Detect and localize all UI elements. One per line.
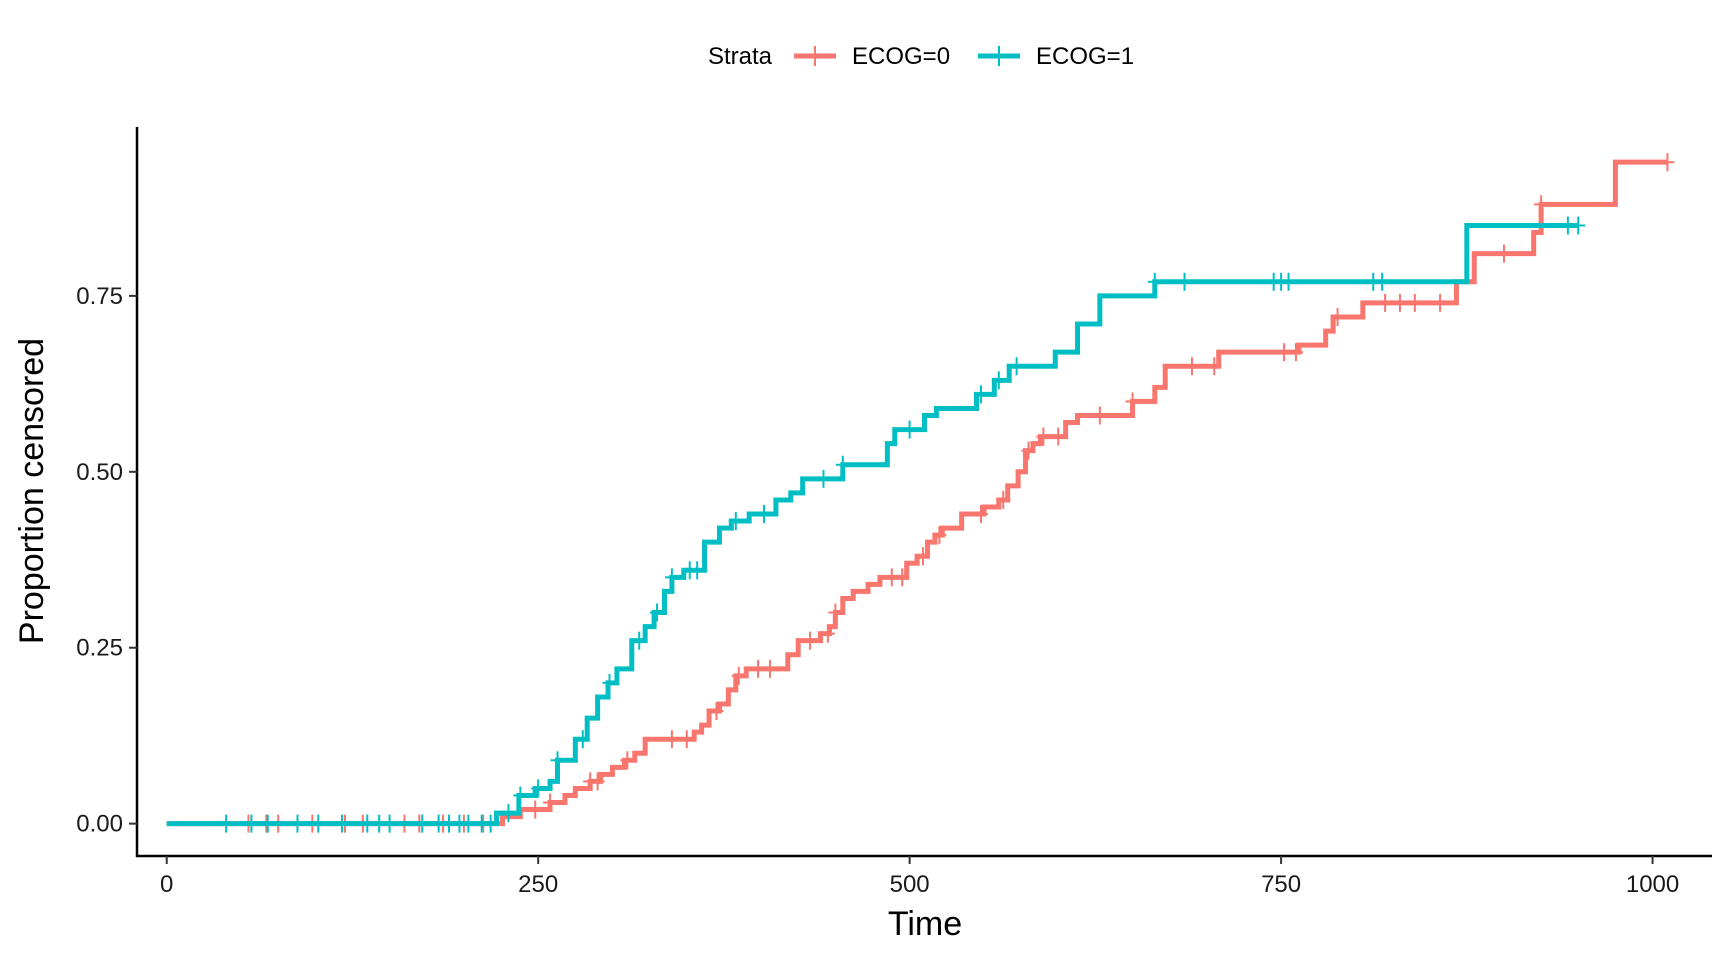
censor-mark-ecog0	[543, 793, 558, 812]
censor-mark-ecog0	[1496, 244, 1511, 263]
censor-mark-ecog1	[1571, 216, 1586, 235]
censor-mark-ecog1	[382, 814, 397, 833]
legend-label-ecog1: ECOG=1	[1036, 43, 1134, 70]
censor-mark-ecog1	[531, 779, 546, 798]
censor-mark-ecog0	[1378, 293, 1393, 312]
x-tick-label: 0	[160, 871, 173, 898]
series-line-ecog1	[166, 223, 1579, 827]
censor-mark-ecog1	[461, 814, 476, 833]
series-line-ecog0	[166, 159, 1668, 827]
x-tick-label: 1000	[1626, 871, 1679, 898]
censor-mark-ecog1	[1009, 357, 1024, 376]
censor-mark-ecog1	[664, 568, 679, 587]
legend-title: Strata	[708, 43, 773, 70]
censor-mark-ecog0	[1534, 195, 1549, 214]
plot-area	[166, 153, 1675, 833]
x-axis-title: Time	[888, 905, 962, 943]
censor-mark-ecog1	[1177, 272, 1192, 291]
censor-mark-ecog0	[828, 603, 843, 622]
x-tick-label: 500	[890, 871, 930, 898]
censor-mark-ecog1	[550, 751, 565, 770]
y-axis-title: Proportion censored	[13, 338, 51, 644]
censor-mark-ecog0	[590, 772, 605, 791]
censor-mark-ecog1	[650, 603, 665, 622]
censor-mark-ecog1	[835, 455, 850, 474]
legend: Strata ECOG=0 ECOG=1	[708, 43, 1134, 70]
censor-mark-ecog0	[1051, 427, 1066, 446]
censor-mark-ecog0	[1407, 293, 1422, 312]
censor-mark-ecog0	[1660, 153, 1675, 172]
censor-mark-ecog1	[757, 505, 772, 524]
censor-mark-ecog0	[820, 624, 835, 643]
censor-mark-ecog0	[973, 505, 988, 524]
censor-mark-ecog1	[311, 814, 326, 833]
censor-mark-ecog0	[895, 568, 910, 587]
censor-mark-ecog1	[973, 385, 988, 404]
censor-mark-ecog1	[632, 631, 647, 650]
censor-mark-ecog0	[803, 631, 818, 650]
censor-mark-ecog1	[602, 673, 617, 692]
censor-mark-ecog1	[260, 814, 275, 833]
y-tick-label: 0.75	[76, 283, 123, 310]
censor-mark-ecog0	[620, 751, 635, 770]
censor-mark-ecog0	[1433, 293, 1448, 312]
censor-mark-ecog0	[1125, 392, 1140, 411]
censor-mark-ecog0	[1092, 406, 1107, 425]
censor-mark-ecog0	[1207, 357, 1222, 376]
censor-mark-ecog1	[290, 814, 305, 833]
censor-mark-ecog1	[991, 371, 1006, 390]
y-tick-label: 0.25	[76, 635, 123, 662]
censor-mark-ecog1	[415, 814, 430, 833]
y-tick-label: 0.00	[76, 811, 123, 838]
censor-mark-ecog1	[690, 561, 705, 580]
censor-mark-ecog0	[996, 490, 1011, 509]
y-tick-label: 0.50	[76, 459, 123, 486]
censor-mark-ecog0	[1184, 357, 1199, 376]
censor-mark-ecog0	[1277, 343, 1292, 362]
censor-mark-ecog1	[360, 814, 375, 833]
censor-mark-ecog0	[1330, 307, 1345, 326]
censor-mark-ecog0	[932, 526, 947, 545]
censor-mark-ecog1	[1375, 272, 1390, 291]
censor-mark-ecog0	[679, 730, 694, 749]
legend-label-ecog0: ECOG=0	[852, 43, 950, 70]
censor-mark-ecog1	[728, 512, 743, 531]
censor-mark-ecog0	[664, 730, 679, 749]
y-axis-ticks: 0.00 0.25 0.50 0.75	[76, 283, 137, 838]
censor-mark-ecog1	[483, 814, 498, 833]
censor-mark-ecog1	[902, 420, 917, 439]
censor-mark-ecog1	[1147, 272, 1162, 291]
censor-mark-ecog0	[762, 659, 777, 678]
censor-mark-ecog0	[1036, 427, 1051, 446]
censor-mark-ecog1	[335, 814, 350, 833]
x-axis-ticks: 0 250 500 750 1000	[160, 856, 1679, 898]
censor-mark-ecog0	[1288, 343, 1303, 362]
censor-mark-ecog1	[219, 814, 234, 833]
censor-mark-ecog1	[816, 469, 831, 488]
censor-mark-ecog0	[528, 800, 543, 819]
censor-mark-ecog1	[513, 786, 528, 805]
censor-mark-ecog0	[731, 666, 746, 685]
censor-mark-ecog1	[501, 804, 516, 823]
x-tick-label: 750	[1261, 871, 1301, 898]
censor-mark-ecog1	[1281, 272, 1296, 291]
censor-mark-ecog1	[244, 814, 259, 833]
censor-mark-ecog0	[709, 702, 724, 721]
x-tick-label: 250	[518, 871, 558, 898]
censor-mark-ecog0	[751, 659, 766, 678]
censor-mark-ecog0	[1021, 441, 1036, 460]
censor-mark-ecog1	[575, 730, 590, 749]
censor-mark-ecog0	[1392, 293, 1407, 312]
censor-mark-ecog0	[916, 547, 931, 566]
